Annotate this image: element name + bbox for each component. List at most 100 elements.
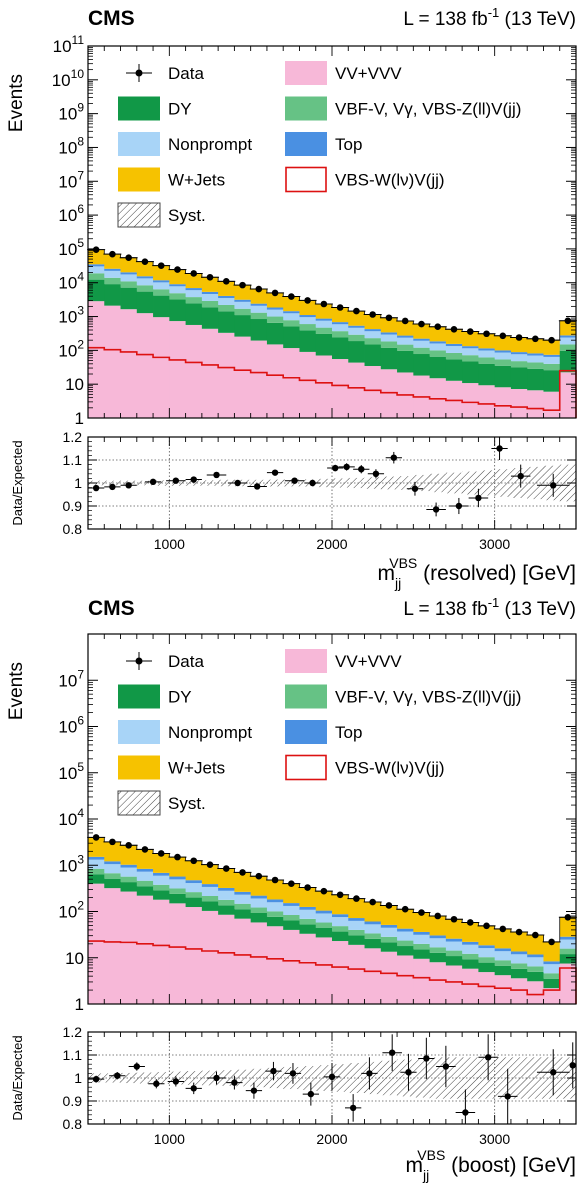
ratio-panel: 0.8 0.9 1 1.1 1.2 1000 2000 3000 Data/Expected xyxy=(10,1024,577,1147)
bar-nonprompt-bin-8 xyxy=(218,298,235,305)
bar-vv-vvv-bin-5 xyxy=(169,321,186,418)
legend-label-5: Top xyxy=(335,135,362,154)
bar-dy-bin-28 xyxy=(543,978,561,989)
bar-vbf-v-v-vbs-z-ll-v-jj--bin-2 xyxy=(120,876,138,883)
ratio-point-17 xyxy=(423,1055,430,1062)
bar-top-bin-23 xyxy=(462,346,479,349)
bar-vv-vvv-bin-18 xyxy=(380,369,398,418)
bar-top-bin-12 xyxy=(283,903,300,906)
bar-nonprompt-bin-6 xyxy=(185,883,203,893)
y-tick-base-2: 10 xyxy=(58,341,77,360)
data-point-12 xyxy=(288,880,295,887)
y-tick-base-7: 10 xyxy=(58,172,77,191)
bar-dy-bin-3 xyxy=(136,291,154,314)
y-tick-label-5: 105 xyxy=(58,760,84,783)
bar-vbf-v-v-vbs-z-ll-v-jj--bin-28 xyxy=(543,973,561,979)
bar-vv-vvv-bin-25 xyxy=(494,975,512,1004)
bar-nonprompt-bin-11 xyxy=(266,902,284,912)
bar-dy-bin-13 xyxy=(299,924,317,934)
ratio-ytick-label-4: 1.2 xyxy=(63,1024,83,1040)
legend-label-2: DY xyxy=(168,100,192,119)
y-tick-label-3: 103 xyxy=(58,304,84,327)
bar-w-jets-bin-15 xyxy=(332,307,349,323)
data-point-23 xyxy=(466,328,474,335)
bar-top-bin-2 xyxy=(120,272,138,275)
syst-band-bin-7 xyxy=(201,480,219,486)
bar-vbf-v-v-vbs-z-ll-v-jj--bin-19 xyxy=(397,940,414,947)
x-label-main: m xyxy=(406,1154,424,1177)
bar-nonprompt-bin-1 xyxy=(104,864,121,874)
data-point-17 xyxy=(369,311,376,318)
legend-swatch-3 xyxy=(285,96,327,121)
bar-top-bin-13 xyxy=(299,315,317,318)
legend-label-2: DY xyxy=(168,688,192,707)
bar-w-jets-bin-3 xyxy=(136,261,154,277)
bar-nonprompt-bin-4 xyxy=(153,875,170,885)
bar-nonprompt-bin-5 xyxy=(169,879,186,889)
bar-top-bin-17 xyxy=(364,329,382,332)
bar-vv-vvv-bin-8 xyxy=(218,332,235,418)
y-tick-base-0: 1 xyxy=(75,409,84,428)
bar-w-jets-bin-28 xyxy=(543,340,561,355)
bar-vv-vvv-bin-3 xyxy=(136,895,154,1004)
ratio-point-8 xyxy=(250,1087,258,1094)
bar-vbf-v-v-vbs-z-ll-v-jj--bin-1 xyxy=(104,277,121,285)
bar-vbf-v-v-vbs-z-ll-v-jj--bin-9 xyxy=(234,903,252,910)
bar-dy-bin-23 xyxy=(462,959,479,969)
legend-swatch-5 xyxy=(285,132,327,156)
bar-w-jets-bin-25 xyxy=(494,928,512,949)
bar-vv-vvv-bin-18 xyxy=(380,951,398,1004)
bar-vv-vvv-bin-0 xyxy=(88,301,105,418)
bar-vbf-v-v-vbs-z-ll-v-jj--bin-11 xyxy=(266,911,284,917)
bar-dy-bin-14 xyxy=(315,333,333,356)
bar-vbf-v-v-vbs-z-ll-v-jj--bin-21 xyxy=(429,350,447,357)
legend-label-6: W+Jets xyxy=(168,759,225,778)
y-axis-label: Events xyxy=(6,74,27,132)
bar-w-jets-bin-12 xyxy=(283,296,300,312)
bar-vbf-v-v-vbs-z-ll-v-jj--bin-2 xyxy=(120,281,138,288)
syst-band-bin-19 xyxy=(397,1059,414,1097)
bar-vbf-v-v-vbs-z-ll-v-jj--bin-18 xyxy=(380,936,398,943)
bar-dy-bin-27 xyxy=(527,971,544,982)
bar-vbf-v-v-vbs-z-ll-v-jj--bin-7 xyxy=(201,300,219,308)
bar-vbf-v-v-vbs-z-ll-v-jj--bin-16 xyxy=(348,929,365,936)
bar-vbf-v-v-vbs-z-ll-v-jj--bin-22 xyxy=(445,352,463,360)
bar-dy-bin-15 xyxy=(332,931,349,942)
bar-vbf-v-v-vbs-z-ll-v-jj--bin-10 xyxy=(250,907,268,914)
bar-vv-vvv-bin-26 xyxy=(510,978,528,1004)
bar-vbf-v-v-vbs-z-ll-v-jj--bin-21 xyxy=(429,947,447,953)
energy-text: (13 TeV) xyxy=(499,9,576,30)
x-label-rest: (resolved) [GeV] xyxy=(417,562,576,585)
bar-vbf-v-v-vbs-z-ll-v-jj--bin-26 xyxy=(510,361,528,368)
panel-resolved: CMS L = 138 fb-1 (13 TeV)Events1101021031… xyxy=(6,5,577,591)
bar-w-jets-bin-25 xyxy=(494,335,512,351)
legend-swatch-4 xyxy=(118,132,160,156)
bar-top-bin-24 xyxy=(478,348,496,351)
ratio-point-20 xyxy=(475,494,482,502)
legend-data-marker xyxy=(135,657,143,665)
bar-w-jets-bin-13 xyxy=(299,300,317,316)
bar-dy-bin-21 xyxy=(429,356,447,379)
ratio-point-22 xyxy=(550,1069,557,1076)
bar-nonprompt-bin-16 xyxy=(348,920,365,930)
data-point-26 xyxy=(515,334,523,341)
ratio-point-18 xyxy=(432,506,440,513)
bar-nonprompt-bin-23 xyxy=(462,348,479,356)
bar-w-jets-bin-20 xyxy=(413,912,430,932)
ratio-point-2 xyxy=(125,482,132,489)
y-tick-label-2: 102 xyxy=(58,337,84,360)
bar-top-bin-17 xyxy=(364,921,382,925)
y-tick-exp-7: 7 xyxy=(77,667,84,681)
bar-vbf-v-v-vbs-z-ll-v-jj--bin-14 xyxy=(315,922,333,928)
bar-dy-bin-10 xyxy=(250,319,268,341)
legend-swatch-5 xyxy=(285,720,327,744)
y-tick-base-10: 10 xyxy=(52,71,71,90)
bar-top-bin-0 xyxy=(88,264,105,267)
y-tick-label-6: 106 xyxy=(58,202,84,225)
bar-nonprompt-bin-14 xyxy=(315,913,333,923)
data-point-2 xyxy=(125,841,132,849)
bar-dy-bin-28 xyxy=(543,370,561,392)
bar-top-bin-27 xyxy=(527,353,544,356)
data-point-2 xyxy=(125,254,132,261)
data-point-12 xyxy=(288,293,295,300)
